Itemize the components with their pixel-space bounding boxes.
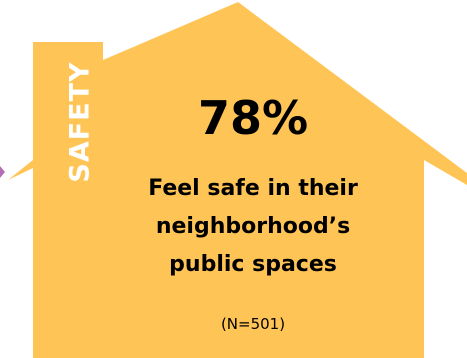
house-shape	[8, 2, 467, 358]
stat-description: Feel safe in their neighborhood’s public…	[118, 170, 388, 284]
left-edge-accent	[0, 166, 5, 178]
sample-size: (N=501)	[220, 315, 286, 333]
stat-percentage: 78%	[197, 91, 309, 145]
stat-description-line: Feel safe in their	[148, 176, 358, 201]
stat-description-line: public spaces	[169, 252, 337, 277]
stat-description-line: neighborhood’s	[155, 214, 351, 239]
category-label: SAFETY	[64, 61, 96, 183]
